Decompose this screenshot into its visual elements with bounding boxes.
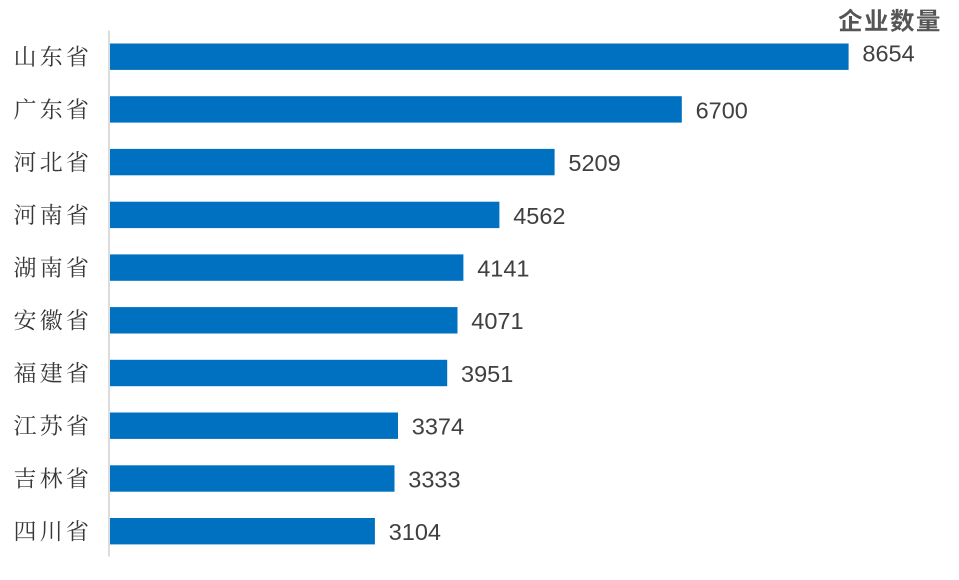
svg-text:4071: 4071 [471, 308, 523, 334]
svg-text:8654: 8654 [862, 41, 914, 67]
svg-text:3374: 3374 [412, 414, 464, 440]
svg-text:4562: 4562 [513, 203, 565, 229]
svg-text:3104: 3104 [389, 519, 441, 545]
svg-text:5209: 5209 [568, 150, 620, 176]
svg-text:3333: 3333 [408, 466, 460, 492]
svg-text:3951: 3951 [461, 361, 513, 387]
svg-text:6700: 6700 [696, 97, 748, 123]
svg-text:4141: 4141 [477, 256, 529, 282]
